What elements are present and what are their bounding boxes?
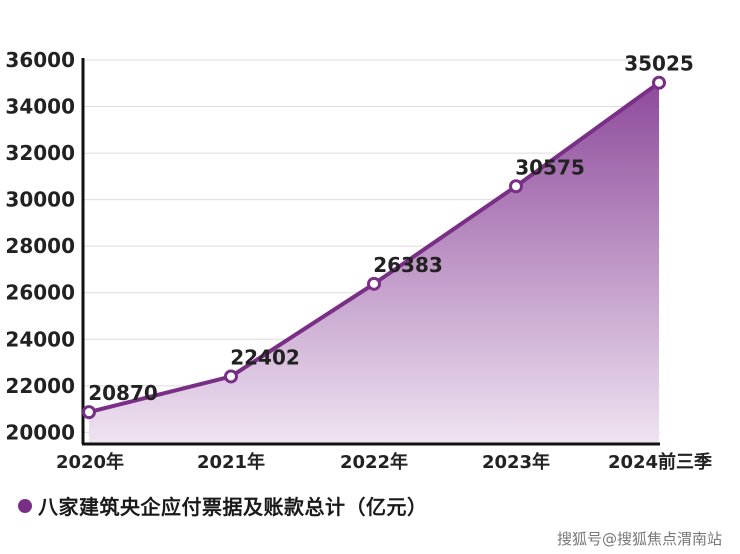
data-point [367,276,381,291]
series-area [89,82,659,444]
x-tick-label: 2021年 [197,451,265,473]
area-layer [89,82,659,444]
y-tick-label: 20000 [5,420,75,444]
data-point [652,75,666,90]
y-tick-label: 34000 [5,95,75,119]
legend-label: 八家建筑央企应付票据及账款总计（亿元） [38,495,428,519]
data-label: 22402 [230,345,300,369]
data-labels: 20870 22402 26383 30575 35025 [88,52,694,405]
data-label: 26383 [373,253,443,277]
y-axis-ticks: 20000 22000 24000 26000 28000 30000 32000 34000… [5,48,75,444]
y-tick-label: 26000 [5,281,75,305]
data-label: 35025 [624,52,694,76]
x-axis-ticks: 2020年 2021年 2022年 2023年 2024前三季 [56,451,712,473]
y-tick-label: 36000 [5,48,75,72]
legend: 八家建筑央企应付票据及账款总计（亿元） [18,491,428,520]
chart-canvas: 20000 22000 24000 26000 28000 30000 32000 34000… [5,48,712,473]
y-tick-label: 22000 [5,374,75,398]
x-tick-label: 2022年 [340,451,408,473]
y-tick-label: 32000 [5,141,75,165]
x-tick-label: 2023年 [482,451,550,473]
x-tick-label: 2024前三季 [608,451,712,473]
y-tick-label: 24000 [5,327,75,351]
y-tick-label: 28000 [5,234,75,258]
data-points [82,75,666,420]
data-point [224,369,238,384]
data-point [82,405,96,420]
x-tick-label: 2020年 [56,451,124,473]
watermark: 搜狐号@搜狐焦点渭南站 [556,530,722,548]
y-tick-label: 30000 [5,188,75,212]
axes [81,58,660,446]
legend-marker [18,498,32,513]
data-label: 20870 [88,381,158,405]
data-point [509,179,523,194]
data-label: 30575 [515,155,585,179]
grid-lines [83,59,660,433]
